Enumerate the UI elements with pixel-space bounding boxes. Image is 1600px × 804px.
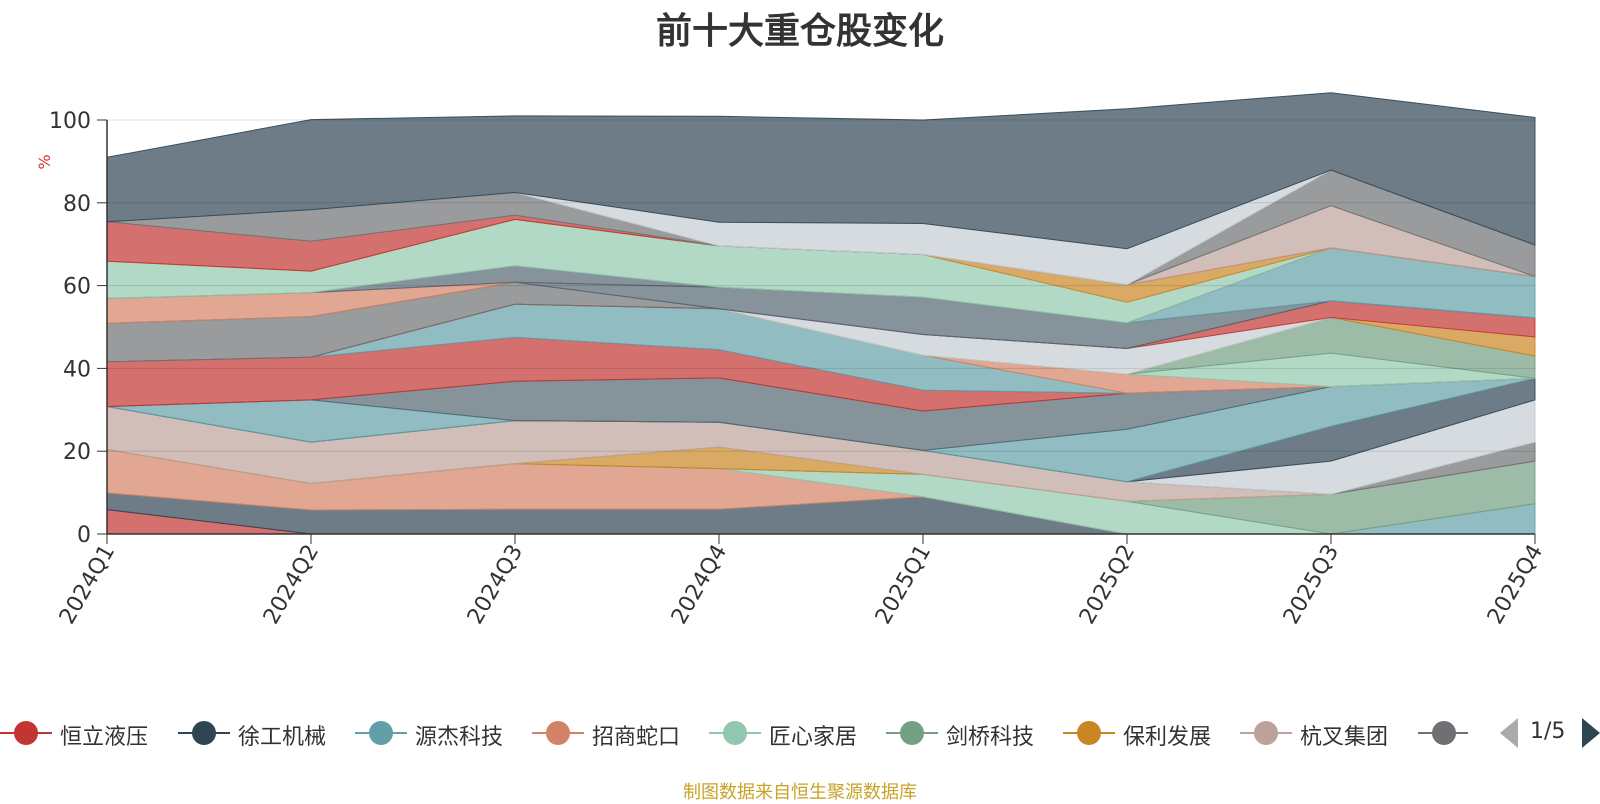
area-chart: 0 20 40 60 80 100% 2024Q1 2024Q2 2024Q3 2024Q4 202…: [35, 92, 1548, 629]
x-tick-label: 2024Q2: [259, 541, 324, 629]
x-tick-label: 2024Q3: [463, 541, 528, 629]
legend-circle-icon: [192, 721, 216, 745]
y-tick-label: 40: [63, 357, 91, 382]
y-axis-label: %: [35, 154, 54, 169]
x-tick-label: 2024Q1: [55, 541, 120, 629]
x-tick-label: 2024Q4: [667, 541, 732, 629]
legend-circle-icon: [1077, 721, 1101, 745]
y-tick-label: 0: [77, 523, 91, 548]
legend-circle-icon: [1254, 721, 1278, 745]
legend-circle-icon: [369, 721, 393, 745]
legend-label: 源杰科技: [415, 725, 504, 750]
legend-label: 恒立液压: [60, 725, 149, 750]
x-tick-label: 2025Q1: [871, 541, 936, 629]
legend-prev-arrow-icon[interactable]: [1500, 718, 1518, 748]
legend-label: 剑桥科技: [946, 725, 1035, 750]
legend: 恒立液压 徐工机械 源杰科技 招商蛇口 匠心家居 剑桥科技 保利发展 杭叉集团 1/5: [0, 713, 1600, 753]
x-tick-label: 2025Q2: [1075, 541, 1140, 629]
grid-layer: [107, 119, 1535, 452]
legend-circle-icon: [723, 721, 747, 745]
legend-label: 招商蛇口: [592, 725, 681, 750]
y-tick-label: 100: [49, 109, 91, 134]
y-tick-label: 60: [63, 275, 91, 300]
area-series-34: [106, 92, 1536, 250]
legend-next-arrow-icon[interactable]: [1582, 718, 1600, 748]
legend-circle-icon: [14, 721, 38, 745]
legend-circle-icon: [546, 721, 570, 745]
x-tick-label: 2025Q3: [1279, 541, 1344, 629]
legend-items: 恒立液压 徐工机械 源杰科技 招商蛇口 匠心家居 剑桥科技 保利发展 杭叉集团: [0, 713, 1468, 753]
legend-page-indicator: 1/5: [1530, 719, 1566, 744]
legend-label: 杭叉集团: [1300, 725, 1389, 750]
legend-circle-icon: [1432, 721, 1456, 745]
y-tick-label: 80: [63, 192, 91, 217]
legend-label: 徐工机械: [238, 725, 327, 750]
legend-circle-icon: [900, 721, 924, 745]
series-layer: [106, 92, 1536, 535]
chart-title: 前十大重仓股变化: [655, 11, 944, 52]
x-tick-label: 2025Q4: [1483, 541, 1548, 629]
legend-label: 保利发展: [1123, 725, 1212, 750]
legend-label: 匠心家居: [769, 725, 858, 750]
source-note: 制图数据来自恒生聚源数据库: [683, 782, 917, 803]
legend-pager: 1/5: [1500, 713, 1600, 753]
y-tick-label: 20: [63, 440, 91, 465]
